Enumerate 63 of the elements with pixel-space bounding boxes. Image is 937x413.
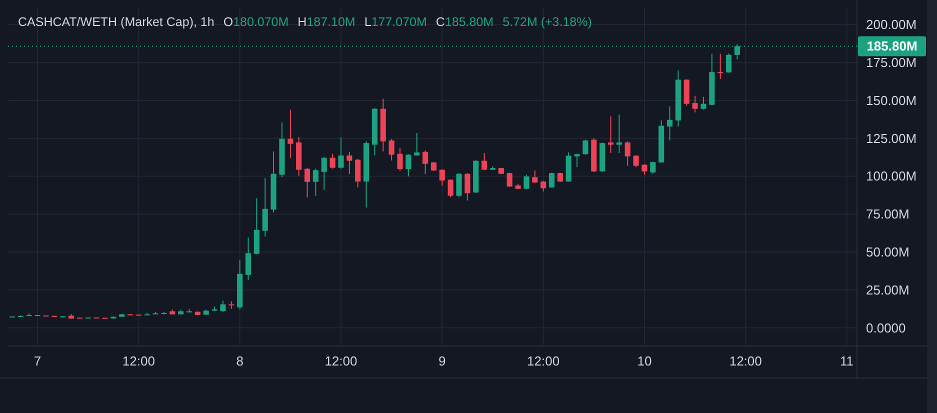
x-tick-label: 12:00 [729, 354, 762, 368]
candlestick [312, 168, 318, 196]
x-tick-label: 10 [637, 354, 652, 368]
y-tick-label: 125.00M [866, 130, 917, 146]
candlestick [464, 172, 470, 201]
candlestick [448, 178, 454, 198]
candlestick [397, 148, 403, 172]
candlestick [220, 300, 226, 312]
x-tick-label: 12:00 [122, 354, 155, 368]
candlestick [633, 154, 639, 168]
y-tick-label: 0.0000 [866, 320, 906, 336]
candlestick [540, 180, 546, 192]
candlestick [439, 168, 445, 186]
y-tick-label: 200.00M [866, 17, 917, 32]
x-tick-label: 12:00 [324, 354, 358, 368]
candlestick [321, 156, 327, 190]
annotation: L177.070M [364, 15, 427, 29]
candlestick [330, 153, 336, 170]
text: CASHCAT/WETH (Market Cap), 1h [18, 14, 214, 30]
x-tick-label: 9 [438, 354, 446, 368]
annotation: O180.070M [223, 15, 289, 29]
candlestick [245, 236, 252, 280]
candlestick [456, 172, 462, 198]
y-tick-label: 75.00M [866, 206, 910, 222]
ref-line-label: 185.80M [866, 38, 918, 54]
candlestick [582, 139, 588, 156]
annotation: 5.72M (+3.18%) [502, 14, 592, 30]
candlestick [666, 106, 673, 141]
candlestick [692, 95, 698, 113]
x-tick-label: 7 [34, 354, 42, 368]
candlestick [414, 132, 420, 156]
x-tick-label: 8 [236, 354, 244, 368]
candlestick [726, 52, 732, 74]
candlestick [624, 140, 630, 166]
candlestick [262, 178, 268, 238]
x-tick-label: 12:00 [527, 354, 560, 368]
candlestick [506, 172, 512, 188]
candlestick [524, 174, 530, 190]
candlestick [254, 198, 260, 255]
candlestick [355, 158, 361, 188]
candlestick [718, 53, 724, 80]
y-tick-label: 175.00M [866, 55, 917, 70]
candlestick [430, 161, 436, 172]
candlestick [406, 154, 412, 177]
candlestick [346, 151, 352, 175]
y-tick-label: 25.00M [866, 282, 910, 298]
candlestick [304, 167, 310, 198]
candlestick [700, 96, 706, 110]
candlestick [574, 153, 580, 168]
candlestick [548, 172, 555, 188]
annotation: H187.10M [298, 15, 356, 29]
y-tick-label: 50.00M [866, 244, 910, 260]
x-tick-label: 11 [840, 354, 854, 368]
candlestick [482, 152, 488, 171]
candlestick [338, 136, 344, 170]
y-tick-label: 100.00M [866, 168, 917, 184]
candlestick [642, 164, 648, 176]
y-tick-label: 150.00M [866, 92, 917, 108]
candlestick [388, 138, 394, 161]
candlestick [532, 170, 538, 184]
candlestick [288, 109, 294, 159]
candlestick [422, 150, 428, 175]
annotation: C185.80M [436, 15, 494, 29]
